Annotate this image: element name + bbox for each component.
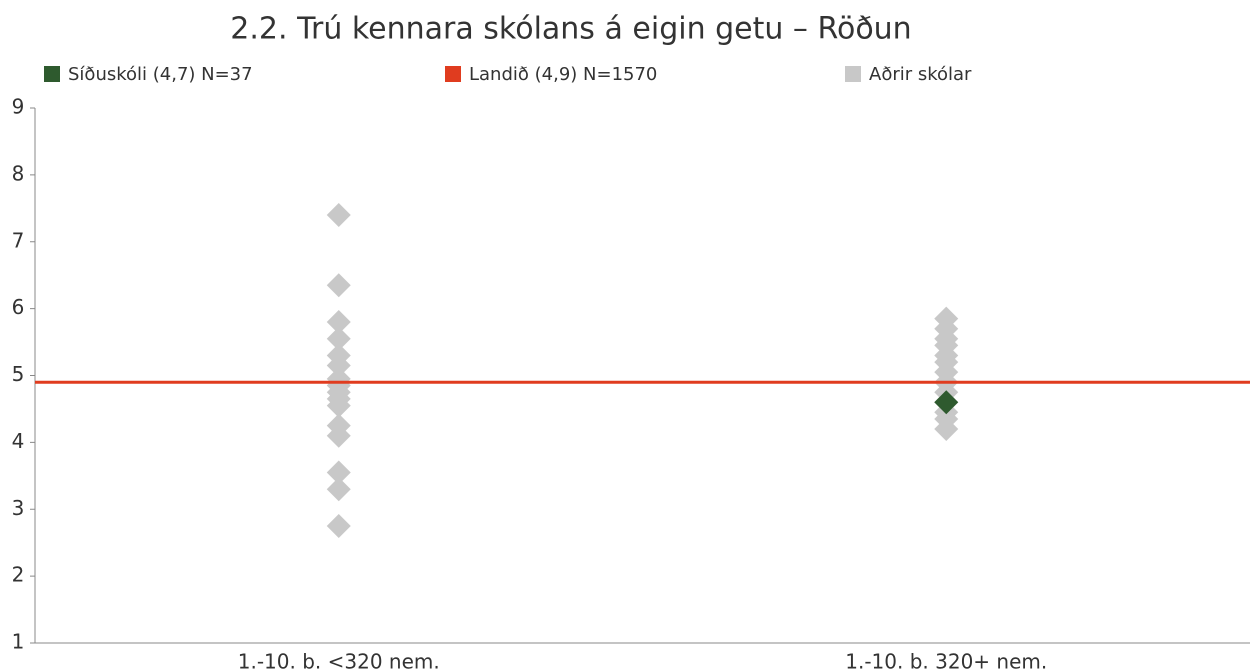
y-tick-label: 1 bbox=[12, 630, 25, 654]
y-tick-label: 5 bbox=[12, 362, 25, 386]
point bbox=[326, 310, 351, 334]
legend-label: Aðrir skólar bbox=[869, 64, 972, 85]
legend-swatch bbox=[845, 66, 861, 82]
chart-title: 2.2. Trú kennara skólans á eigin getu – … bbox=[230, 12, 911, 47]
point bbox=[326, 326, 351, 351]
y-tick-label: 2 bbox=[12, 563, 25, 587]
point bbox=[326, 460, 351, 485]
legend-swatch bbox=[44, 66, 60, 82]
y-tick-label: 3 bbox=[12, 496, 25, 520]
point bbox=[326, 423, 351, 448]
y-tick-label: 4 bbox=[12, 429, 25, 453]
y-tick-label: 7 bbox=[12, 228, 25, 252]
y-tick-label: 6 bbox=[12, 295, 25, 319]
point bbox=[326, 353, 351, 378]
x-tick-label: 1.-10. b. 320+ nem. bbox=[845, 650, 1047, 671]
point bbox=[326, 393, 351, 418]
point bbox=[934, 417, 959, 441]
point bbox=[934, 390, 959, 415]
point bbox=[326, 477, 351, 502]
legend-label: Síðuskóli (4,7) N=37 bbox=[68, 64, 253, 85]
point bbox=[326, 513, 351, 538]
legend-swatch bbox=[445, 66, 461, 82]
x-tick-label: 1.-10. b. <320 nem. bbox=[238, 650, 440, 671]
point bbox=[326, 203, 351, 227]
legend-label: Landið (4,9) N=1570 bbox=[469, 64, 657, 85]
point bbox=[326, 273, 351, 298]
y-tick-label: 9 bbox=[12, 95, 25, 119]
y-tick-label: 8 bbox=[12, 161, 25, 185]
